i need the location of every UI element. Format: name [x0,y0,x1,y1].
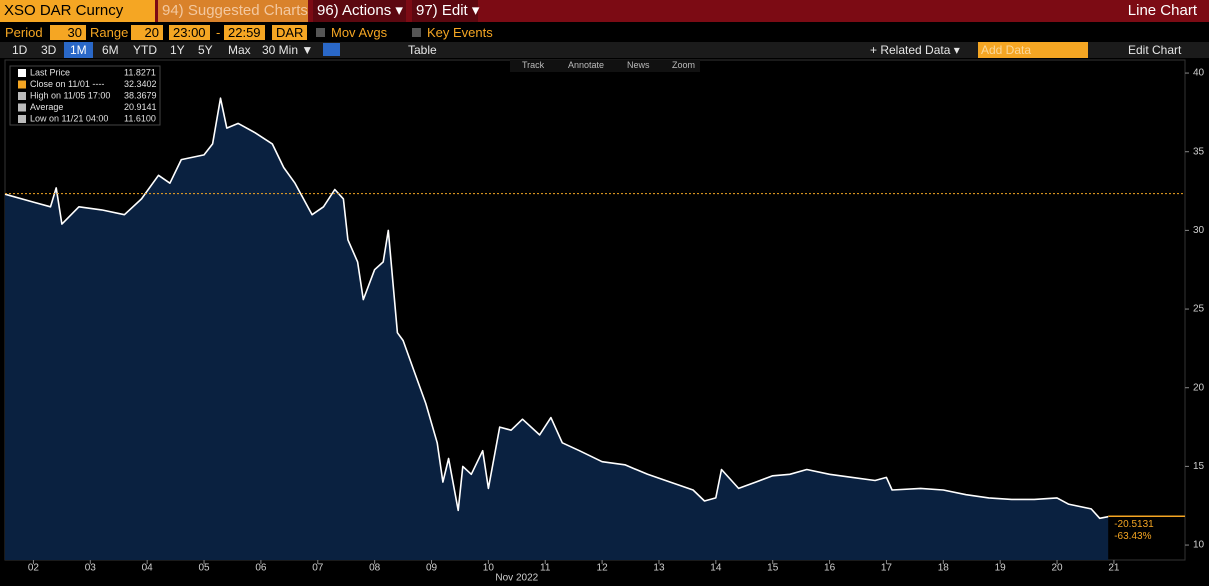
legend-value: 32.3402 [124,79,157,89]
x-tick-label: 21 [1108,563,1120,574]
range-input[interactable]: 20 [131,25,163,40]
news[interactable]: News [627,60,650,70]
y-tick-label: 20 [1193,382,1205,393]
y-tick-label: 30 [1193,225,1205,236]
range-button[interactable]: YTD [133,43,157,57]
legend-label: Close on 11/01 ---- [30,79,104,89]
track[interactable]: Track [522,60,545,70]
y-tick-label: 35 [1193,146,1205,157]
x-tick-label: 04 [142,563,154,574]
zoom[interactable]: Zoom [672,60,696,70]
range-button[interactable]: 5Y [198,43,213,57]
x-axis-label: Nov 2022 [495,573,538,584]
x-tick-label: 17 [881,563,893,574]
range-button[interactable]: Max [228,43,251,57]
x-tick-label: 19 [995,563,1007,574]
legend-label: High on 11/05 17:00 [30,90,110,100]
x-tick-label: 20 [1051,563,1063,574]
legend-box [9,65,161,126]
period-label: Period [5,25,43,40]
edit-chart[interactable]: Edit Chart [1128,43,1182,57]
range-button[interactable]: 1D [12,43,28,57]
legend-value: 11.6100 [124,113,156,123]
legend-swatch [18,80,26,89]
dash: - [216,25,221,40]
x-tick-label: 09 [426,563,438,574]
x-tick-label: 07 [312,563,324,574]
legend-label: Last Price [30,67,70,77]
time-from[interactable]: 23:00 [169,25,210,40]
interval-menu[interactable]: 30 Min ▼ [262,43,314,57]
x-tick-label: 14 [710,563,722,574]
legend-label: Low on 11/21 04:00 [30,113,108,123]
area [5,98,1109,560]
mov-avgs[interactable]: Mov Avgs [331,25,388,40]
legend-swatch [18,103,26,112]
x-tick-label: 11 [540,563,551,574]
legend-value: 11.8271 [124,67,156,77]
currency[interactable]: DAR [272,25,308,40]
toolbar: 1D 3D 1M 6M YTD 1Y 5Y Max 30 Min ▼ Table… [0,42,1209,58]
legend-label: Average [30,102,63,112]
checkbox[interactable] [316,28,325,37]
checkbox[interactable] [412,28,421,37]
legend-swatch [18,69,26,77]
y-tick-label: 15 [1193,461,1205,472]
y-tick-label: 40 [1193,68,1205,79]
legend-value: 20.9141 [124,102,157,112]
change-percent: -63.43% [1114,531,1151,542]
y-tick-label: 25 [1193,304,1205,315]
legend-value: 38.3679 [124,90,157,100]
legend-swatch [18,92,26,100]
x-tick-label: 18 [938,563,950,574]
legend-swatch [18,115,26,123]
x-tick-label: 12 [597,563,609,574]
x-tick-label: 06 [255,563,267,574]
x-tick-label: 02 [28,563,40,574]
time-to[interactable]: 22:59 [224,25,265,40]
x-tick-label: 03 [85,563,97,574]
related-data[interactable]: + Related Data ▾ [870,43,960,57]
actions-menu[interactable]: 96) Actions ▾ [313,0,406,22]
edit-menu[interactable]: 97) Edit ▾ [412,0,479,22]
x-tick-label: 08 [369,563,381,574]
range-button[interactable]: 1M [64,42,93,58]
chart-tools: Track Annotate News Zoom [510,60,700,72]
x-tick-label: 16 [824,563,836,574]
add-data-input[interactable]: Add Data [978,42,1088,58]
range-button[interactable]: 6M [102,43,119,57]
period-input[interactable]: 30 [50,25,86,40]
key-events[interactable]: Key Events [427,25,493,40]
x-tick-label: 10 [483,563,495,574]
change-value: -20.5131 [1114,519,1154,530]
view-name: Line Chart [1127,2,1197,19]
price-line [4,97,1109,520]
annotate[interactable]: Annotate [568,60,605,70]
settings-bar: Period 30 Range 20 23:00 - 22:59 DAR Mov… [0,24,1209,42]
range-label: Range [90,25,129,40]
table-button[interactable]: Table [408,43,437,57]
range-button[interactable]: 1Y [170,43,185,57]
range-button[interactable]: 3D [41,43,57,57]
title-bar: XSO DAR Curncy 94) Suggested Charts 96) … [0,0,1209,22]
suggested-charts[interactable]: 94) Suggested Charts [158,0,308,22]
x-tick-label: 13 [653,563,665,574]
y-tick-label: 10 [1193,540,1205,551]
security[interactable]: XSO DAR Curncy [0,0,155,22]
x-tick-label: 05 [198,563,210,574]
line-icon[interactable] [323,43,340,56]
x-tick-label: 15 [767,563,779,574]
